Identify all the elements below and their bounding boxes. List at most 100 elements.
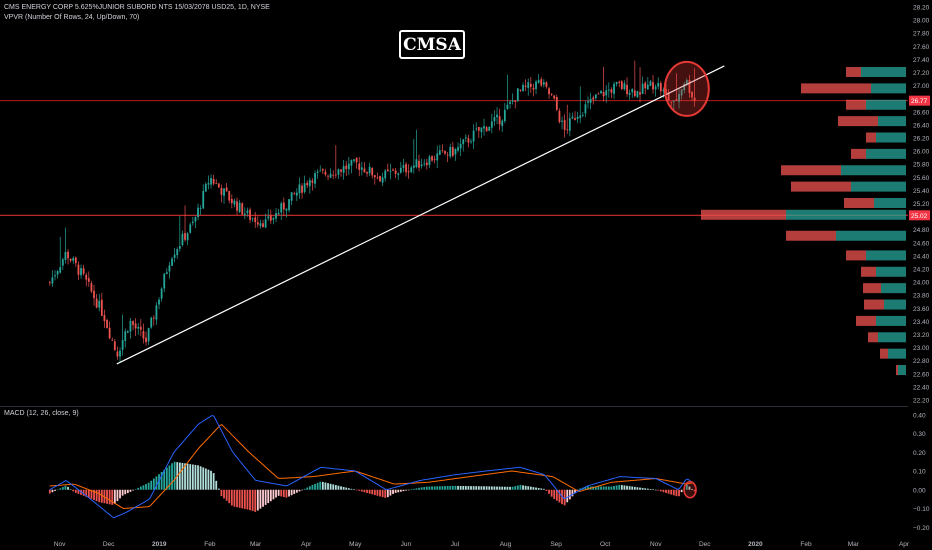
candle-body-61 (207, 183, 210, 185)
candle-body-36 (142, 331, 145, 339)
macd-histogram-bar-1 (51, 489, 54, 493)
macd-histogram-bar-195 (555, 489, 558, 501)
price-axis-tick-24: 23.40 (913, 319, 930, 326)
candle-body-217 (613, 83, 615, 94)
candle-body-216 (610, 89, 613, 93)
candle-body-65 (217, 183, 220, 188)
macd-histogram-bar-211 (597, 486, 600, 490)
candle-body-110 (334, 174, 337, 176)
candle-body-156 (454, 148, 457, 155)
macd-histogram-bar-27 (119, 489, 121, 499)
macd-histogram-bar-187 (535, 487, 537, 490)
macd-histogram-bar-55 (191, 464, 194, 490)
macd-histogram-bar-51 (181, 462, 184, 490)
time-axis-tick-17: Apr (899, 541, 910, 548)
macd-histogram-bar-113 (342, 486, 345, 490)
candle-body-218 (615, 81, 618, 85)
macd-histogram-bar-80 (256, 489, 259, 511)
volume-profile-down-4 (866, 132, 876, 143)
candle-body-52 (184, 233, 186, 240)
candle-body-104 (319, 170, 322, 172)
macd-histogram-bar-145 (425, 486, 428, 490)
macd-histogram-bar-58 (199, 466, 202, 490)
macd-histogram-bar-84 (267, 489, 270, 504)
candle-body-99 (306, 182, 309, 186)
price-axis-tick-9: 26.40 (913, 122, 930, 129)
price-axis-tick-19: 24.40 (913, 253, 930, 260)
macd-histogram-bar-155 (451, 485, 454, 490)
candle-body-34 (137, 326, 140, 329)
macd-histogram-bar-3 (56, 489, 59, 491)
price-axis-tick-10: 26.20 (913, 136, 930, 143)
candle-body-240 (672, 100, 675, 102)
volume-profile-up-2 (866, 99, 906, 110)
candle-body-37 (145, 337, 147, 343)
volume-profile-down-6 (781, 165, 841, 176)
candle-body-153 (446, 154, 449, 156)
macd-histogram-bar-210 (594, 486, 597, 490)
macd-axis-tick-2: 0.20 (913, 450, 926, 457)
macd-histogram-bar-116 (350, 488, 353, 490)
candle-body-100 (308, 180, 311, 187)
candle-body-101 (311, 180, 314, 183)
macd-histogram-bar-142 (418, 487, 420, 490)
candle-body-168 (485, 127, 488, 132)
macd-histogram-bar-95 (295, 489, 298, 493)
macd-signal-line (49, 423, 694, 510)
candle-body-67 (223, 188, 225, 196)
macd-histogram-bar-7 (67, 486, 69, 490)
macd-axis-tick-0: 0.40 (913, 412, 926, 419)
macd-histogram-bar-118 (355, 489, 358, 491)
price-axis-tick-26: 23.00 (913, 345, 930, 352)
candle-body-47 (171, 258, 173, 266)
macd-histogram-bar-90 (282, 489, 285, 498)
candle-body-107 (327, 175, 329, 177)
macd-histogram-bar-32 (132, 489, 134, 491)
volume-profile-up-3 (878, 116, 906, 127)
volume-profile-up-14 (884, 299, 906, 310)
volume-profile-up-5 (866, 148, 906, 159)
macd-histogram-bar-0 (48, 489, 51, 494)
candle-body-78 (251, 218, 254, 220)
macd-histogram-bar-213 (602, 486, 605, 490)
macd-histogram-bar-182 (522, 485, 524, 490)
macd-histogram-bar-179 (514, 486, 517, 490)
candle-body-95 (295, 192, 298, 196)
candle-body-22 (106, 319, 108, 328)
macd-histogram-bar-20 (100, 489, 103, 503)
volume-profile-up-17 (888, 348, 906, 359)
macd-histogram-bar-17 (93, 489, 95, 500)
macd-histogram-bar-112 (340, 486, 342, 490)
candle-body-183 (524, 85, 527, 87)
vpvr-indicator-label: VPVR (Number Of Rows, 24, Up/Down, 70) (4, 14, 140, 21)
candle-body-38 (147, 328, 150, 342)
candle-body-222 (626, 84, 628, 95)
candle-body-149 (436, 153, 439, 161)
macd-histogram-bar-245 (685, 484, 688, 490)
macd-histogram-bar-178 (511, 486, 514, 490)
candle-body-76 (246, 210, 249, 214)
price-axis-tick-13: 25.60 (913, 175, 930, 182)
macd-histogram-bar-66 (220, 489, 223, 497)
macd-histogram-bar-223 (628, 486, 631, 490)
macd-histogram-bar-200 (568, 489, 571, 500)
macd-histogram-bar-24 (111, 489, 114, 505)
macd-histogram-bar-186 (532, 487, 535, 490)
time-axis-tick-16: Mar (848, 541, 860, 548)
candle-body-124 (371, 168, 374, 176)
candle-body-189 (540, 79, 543, 86)
volume-profile-down-9 (701, 209, 786, 220)
volume-profile (701, 67, 906, 376)
macd-histogram-bar-203 (576, 489, 579, 491)
macd-line (49, 415, 695, 519)
macd-histogram-bar-72 (236, 489, 238, 508)
candle-body-238 (667, 92, 670, 101)
candle-body-199 (566, 129, 569, 131)
volume-profile-down-2 (846, 99, 866, 110)
macd-histogram-bar-140 (412, 488, 415, 490)
price-axis-tick-0: 28.20 (913, 5, 930, 12)
macd-histogram-bar-207 (587, 486, 589, 490)
candle-body-170 (490, 121, 493, 128)
